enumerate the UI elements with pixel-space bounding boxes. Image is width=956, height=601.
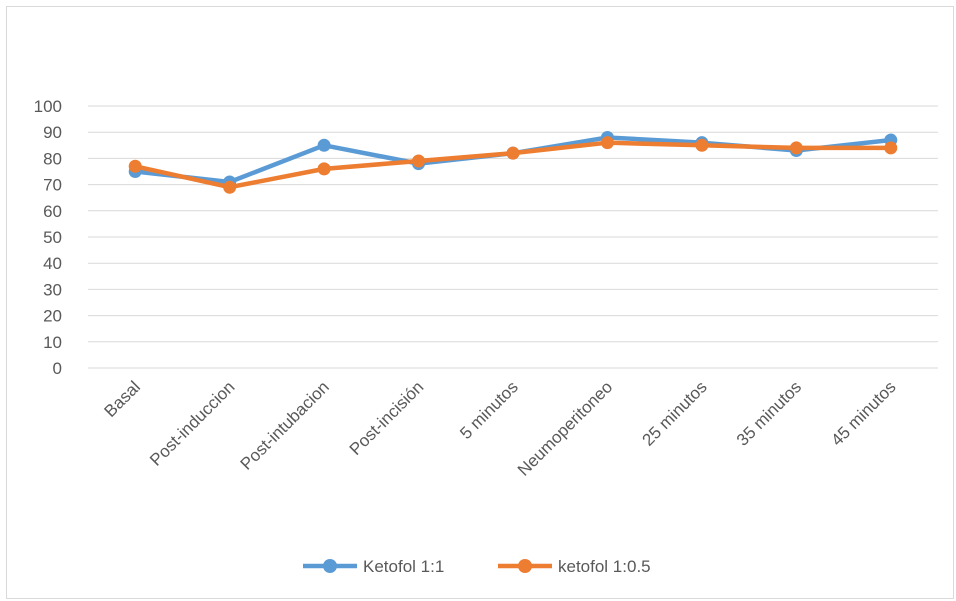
y-tick-label: 10: [43, 333, 62, 352]
y-tick-label: 0: [53, 359, 62, 378]
series-1: [128, 130, 898, 189]
series-lines: [128, 130, 898, 194]
x-tick-label: Neumoperitoneo: [514, 377, 616, 479]
data-point: [789, 141, 803, 155]
data-point: [884, 141, 898, 155]
data-point: [600, 136, 614, 150]
x-tick-label: Post-intubacion: [237, 377, 333, 473]
data-point: [506, 146, 520, 160]
x-tick-label: 45 minutos: [827, 377, 899, 449]
legend-swatch-marker: [518, 559, 532, 573]
series-2: [128, 136, 898, 194]
data-point: [223, 180, 237, 194]
data-point: [695, 138, 709, 152]
chart-frame: [6, 6, 954, 599]
x-tick-label: 35 minutos: [733, 377, 805, 449]
series-line: [132, 135, 894, 185]
x-tick-label: Post-incisión: [346, 377, 428, 459]
y-tick-label: 80: [43, 149, 62, 168]
y-tick-label: 30: [43, 280, 62, 299]
legend-swatch-marker: [323, 559, 337, 573]
y-tick-label: 60: [43, 202, 62, 221]
y-tick-label: 40: [43, 254, 62, 273]
y-tick-label: 50: [43, 228, 62, 247]
legend-label: Ketofol 1:1: [363, 557, 444, 576]
legend-label: ketofol 1:0.5: [558, 557, 651, 576]
legend-item: ketofol 1:0.5: [498, 557, 651, 576]
legend: Ketofol 1:1 ketofol 1:0.5: [303, 557, 651, 576]
y-axis-ticks: 0 10 20 30 40 50 60 70 80 90 100: [34, 97, 62, 378]
y-tick-label: 20: [43, 307, 62, 326]
y-tick-label: 70: [43, 176, 62, 195]
data-point: [128, 159, 142, 173]
x-tick-label: 25 minutos: [638, 377, 710, 449]
x-tick-label: Basal: [101, 377, 145, 421]
x-tick-label: Post-induccion: [146, 377, 238, 469]
data-point: [317, 162, 331, 176]
data-point: [317, 138, 331, 152]
data-point: [412, 154, 426, 168]
y-tick-label: 90: [43, 123, 62, 142]
x-tick-label: 5 minutos: [456, 377, 522, 443]
y-tick-label: 100: [34, 97, 62, 116]
gridlines: [88, 105, 938, 369]
legend-item: Ketofol 1:1: [303, 557, 444, 576]
